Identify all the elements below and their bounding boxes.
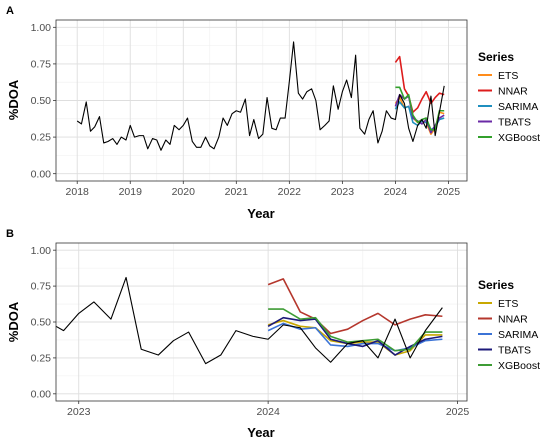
panel-b-lines (55, 276, 443, 365)
panel-b-x-axis: 2023 2024 2025 (67, 401, 469, 418)
panel-b-legend-label-xgboost: XGBoost (498, 360, 540, 372)
panel-b-series-line-xgboost (268, 308, 443, 352)
panel-b-legend-label-sarima: SARIMA (498, 329, 538, 341)
panel-a-legend: Series ETS NNAR SARIMA TBATS XGBoost (478, 50, 540, 144)
panel-a-series-line-nnar (394, 55, 445, 114)
panel-b-grid (56, 243, 467, 401)
panel-a-y-tick-label: 0.25 (31, 132, 52, 144)
panel-a-legend-label-nnar: NNAR (498, 85, 528, 97)
panel-b-y-tick-label: 0.25 (31, 353, 52, 365)
panel-b-series-line-nnar (267, 278, 443, 335)
panel-a-y-axis-title: %DOA (6, 79, 21, 120)
panel-a: A 2018 2019 2020 2021 2022 2023 2024 2025 0.000… (6, 5, 540, 221)
panel-b-x-axis-title: Year (247, 425, 274, 440)
panel-a-x-tick-label: 2020 (172, 186, 196, 198)
panel-a-x-axis-title: Year (247, 206, 274, 221)
panel-a-x-tick-label: 2019 (119, 186, 143, 198)
panel-b-legend-label-nnar: NNAR (498, 313, 528, 325)
panel-a-x-tick-label: 2018 (66, 186, 90, 198)
panel-a-legend-label-sarima: SARIMA (498, 101, 538, 113)
panel-b-y-tick-label: 0.00 (31, 388, 52, 400)
panel-b-x-tick-label: 2025 (446, 406, 470, 418)
panel-a-letter: A (6, 5, 14, 17)
panel-b-y-tick-label: 0.75 (31, 281, 52, 293)
panel-a-legend-label-xgboost: XGBoost (498, 132, 540, 144)
panel-a-series-line-xgboost (395, 86, 445, 131)
panel-b-legend-label-tbats: TBATS (498, 344, 531, 356)
panel-b-letter: B (6, 228, 14, 240)
panel-a-x-tick-label: 2021 (225, 186, 249, 198)
panel-b-y-axis-title: %DOA (6, 301, 21, 342)
panel-b-y-tick-label: 1.00 (31, 245, 52, 257)
panel-a-x-axis: 2018 2019 2020 2021 2022 2023 2024 2025 (66, 181, 461, 198)
panel-a-lines (76, 41, 445, 151)
panel-a-x-tick-label: 2024 (384, 186, 408, 198)
panel-a-y-tick-label: 1.00 (31, 22, 52, 34)
panel-a-legend-label-ets: ETS (498, 70, 518, 82)
panel-a-legend-title: Series (478, 50, 514, 64)
panel-b-legend-title: Series (478, 278, 514, 292)
panel-a-y-axis: 0.00 0.25 0.50 0.75 1.00 (31, 22, 56, 180)
panel-b-legend-label-ets: ETS (498, 298, 518, 310)
panel-b-legend: Series ETS NNAR SARIMA TBATS XGBoost (478, 278, 540, 372)
panel-b-y-tick-label: 0.50 (31, 317, 52, 329)
panel-a-x-tick-label: 2025 (437, 186, 461, 198)
panel-b-y-axis: 0.00 0.25 0.50 0.75 1.00 (31, 245, 56, 400)
panel-a-observed-line (76, 41, 445, 151)
panel-a-y-tick-label: 0.50 (31, 95, 52, 107)
panel-a-legend-label-tbats: TBATS (498, 116, 531, 128)
panel-a-y-tick-label: 0.75 (31, 59, 52, 71)
panel-b-x-tick-label: 2024 (256, 406, 280, 418)
panel-b: B 2023 2024 2025 0.00 0.25 0.50 0.75 1.00 Year… (6, 228, 540, 440)
panel-a-x-tick-label: 2022 (278, 186, 302, 198)
panel-b-series-line-ets (267, 319, 443, 356)
panel-a-y-tick-label: 0.00 (31, 168, 52, 180)
panel-b-x-tick-label: 2023 (67, 406, 91, 418)
panel-b-observed-line (55, 276, 443, 365)
panel-a-x-tick-label: 2023 (331, 186, 355, 198)
